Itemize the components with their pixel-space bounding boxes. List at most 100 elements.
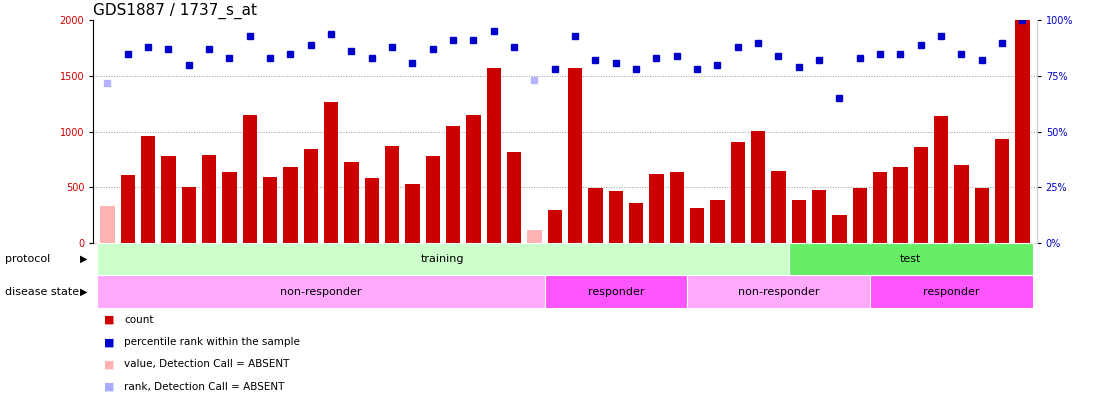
Bar: [995, 139, 1009, 243]
Bar: [852, 188, 867, 243]
Text: GSM79099: GSM79099: [530, 245, 539, 294]
Text: GSM79074: GSM79074: [977, 245, 986, 294]
Text: GSM79079: GSM79079: [163, 245, 173, 294]
Text: GSM79075: GSM79075: [774, 245, 783, 294]
Text: test: test: [900, 254, 921, 264]
Text: GSM79104: GSM79104: [551, 245, 559, 294]
Bar: [974, 188, 988, 243]
Text: GSM79088: GSM79088: [306, 245, 315, 294]
Bar: [161, 156, 176, 243]
Bar: [669, 172, 683, 243]
Text: GSM79113: GSM79113: [1018, 245, 1027, 294]
Bar: [870, 275, 1032, 308]
Text: GSM79097: GSM79097: [489, 245, 498, 294]
Text: GSM79110: GSM79110: [896, 245, 905, 294]
Bar: [751, 130, 766, 243]
Bar: [98, 243, 789, 275]
Bar: [446, 126, 461, 243]
Text: GSM79102: GSM79102: [794, 245, 803, 294]
Text: GSM79095: GSM79095: [449, 245, 457, 294]
Bar: [304, 149, 318, 243]
Text: GSM79080: GSM79080: [184, 245, 193, 294]
Bar: [649, 174, 664, 243]
Bar: [954, 165, 969, 243]
Bar: [487, 68, 501, 243]
Text: GSM79070: GSM79070: [713, 245, 722, 294]
Text: GSM79109: GSM79109: [652, 245, 661, 294]
Text: GSM79089: GSM79089: [327, 245, 336, 294]
Text: GSM79105: GSM79105: [570, 245, 579, 294]
Bar: [873, 172, 887, 243]
Text: GSM79091: GSM79091: [367, 245, 376, 294]
Text: GSM79101: GSM79101: [875, 245, 884, 294]
Text: GSM79112: GSM79112: [937, 245, 946, 294]
Text: percentile rank within the sample: percentile rank within the sample: [124, 337, 299, 347]
Text: GSM79076: GSM79076: [103, 245, 112, 294]
Bar: [544, 275, 687, 308]
Bar: [364, 178, 378, 243]
Bar: [121, 175, 135, 243]
Bar: [893, 167, 907, 243]
Bar: [142, 136, 156, 243]
Text: training: training: [421, 254, 465, 264]
Text: GSM79096: GSM79096: [468, 245, 478, 294]
Text: GSM79093: GSM79093: [408, 245, 417, 294]
Text: GSM79098: GSM79098: [510, 245, 519, 294]
Bar: [812, 190, 826, 243]
Bar: [202, 155, 216, 243]
Text: ■: ■: [104, 360, 115, 369]
Text: GSM79073: GSM79073: [957, 245, 966, 294]
Text: count: count: [124, 315, 154, 325]
Bar: [466, 115, 480, 243]
Text: ▶: ▶: [80, 254, 88, 264]
Text: GSM79107: GSM79107: [611, 245, 620, 294]
Bar: [789, 243, 1032, 275]
Bar: [426, 156, 440, 243]
Text: GSM79077: GSM79077: [123, 245, 133, 294]
Bar: [547, 210, 562, 243]
Text: GSM79078: GSM79078: [144, 245, 152, 294]
Bar: [507, 152, 521, 243]
Bar: [771, 171, 785, 243]
Text: GSM79108: GSM79108: [632, 245, 641, 294]
Bar: [792, 200, 806, 243]
Bar: [934, 116, 948, 243]
Bar: [588, 188, 602, 243]
Text: ▶: ▶: [80, 287, 88, 296]
Text: value, Detection Call = ABSENT: value, Detection Call = ABSENT: [124, 360, 290, 369]
Bar: [242, 115, 257, 243]
Text: GSM79068: GSM79068: [672, 245, 681, 294]
Text: GSM79081: GSM79081: [205, 245, 214, 294]
Text: GSM79082: GSM79082: [225, 245, 234, 294]
Bar: [182, 187, 196, 243]
Text: GSM79090: GSM79090: [347, 245, 355, 294]
Bar: [833, 215, 847, 243]
Bar: [263, 177, 278, 243]
Bar: [100, 206, 114, 243]
Bar: [629, 203, 643, 243]
Bar: [914, 147, 928, 243]
Text: GSM79094: GSM79094: [428, 245, 438, 294]
Bar: [385, 146, 399, 243]
Text: GSM79085: GSM79085: [286, 245, 295, 294]
Bar: [690, 209, 704, 243]
Text: GSM79100: GSM79100: [856, 245, 864, 294]
Bar: [711, 200, 724, 243]
Text: GSM79071: GSM79071: [733, 245, 743, 294]
Text: GSM79086: GSM79086: [815, 245, 824, 294]
Text: responder: responder: [588, 287, 644, 296]
Bar: [344, 162, 359, 243]
Text: GSM79111: GSM79111: [916, 245, 925, 294]
Text: non-responder: non-responder: [280, 287, 362, 296]
Text: protocol: protocol: [5, 254, 50, 264]
Bar: [528, 230, 542, 243]
Text: GSM79092: GSM79092: [387, 245, 397, 294]
Text: ■: ■: [104, 315, 115, 325]
Text: GSM79103: GSM79103: [997, 245, 1007, 294]
Text: GSM79084: GSM79084: [265, 245, 274, 294]
Text: non-responder: non-responder: [737, 287, 819, 296]
Text: ■: ■: [104, 337, 115, 347]
Bar: [98, 275, 544, 308]
Text: responder: responder: [923, 287, 980, 296]
Bar: [568, 68, 583, 243]
